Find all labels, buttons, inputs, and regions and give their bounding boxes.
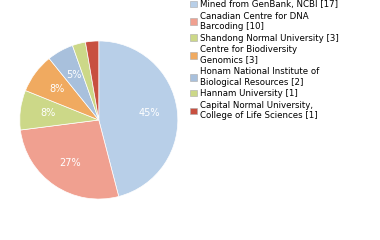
Text: 8%: 8% bbox=[50, 84, 65, 95]
Text: 8%: 8% bbox=[40, 108, 55, 119]
Text: 45%: 45% bbox=[139, 108, 160, 119]
Wedge shape bbox=[20, 90, 99, 130]
Wedge shape bbox=[86, 41, 99, 120]
Wedge shape bbox=[99, 41, 178, 197]
Wedge shape bbox=[49, 45, 99, 120]
Wedge shape bbox=[21, 120, 119, 199]
Wedge shape bbox=[73, 42, 99, 120]
Wedge shape bbox=[25, 59, 99, 120]
Legend: Mined from GenBank, NCBI [17], Canadian Centre for DNA
Barcoding [10], Shandong : Mined from GenBank, NCBI [17], Canadian … bbox=[190, 0, 339, 120]
Text: 27%: 27% bbox=[59, 158, 81, 168]
Text: 5%: 5% bbox=[66, 70, 81, 80]
